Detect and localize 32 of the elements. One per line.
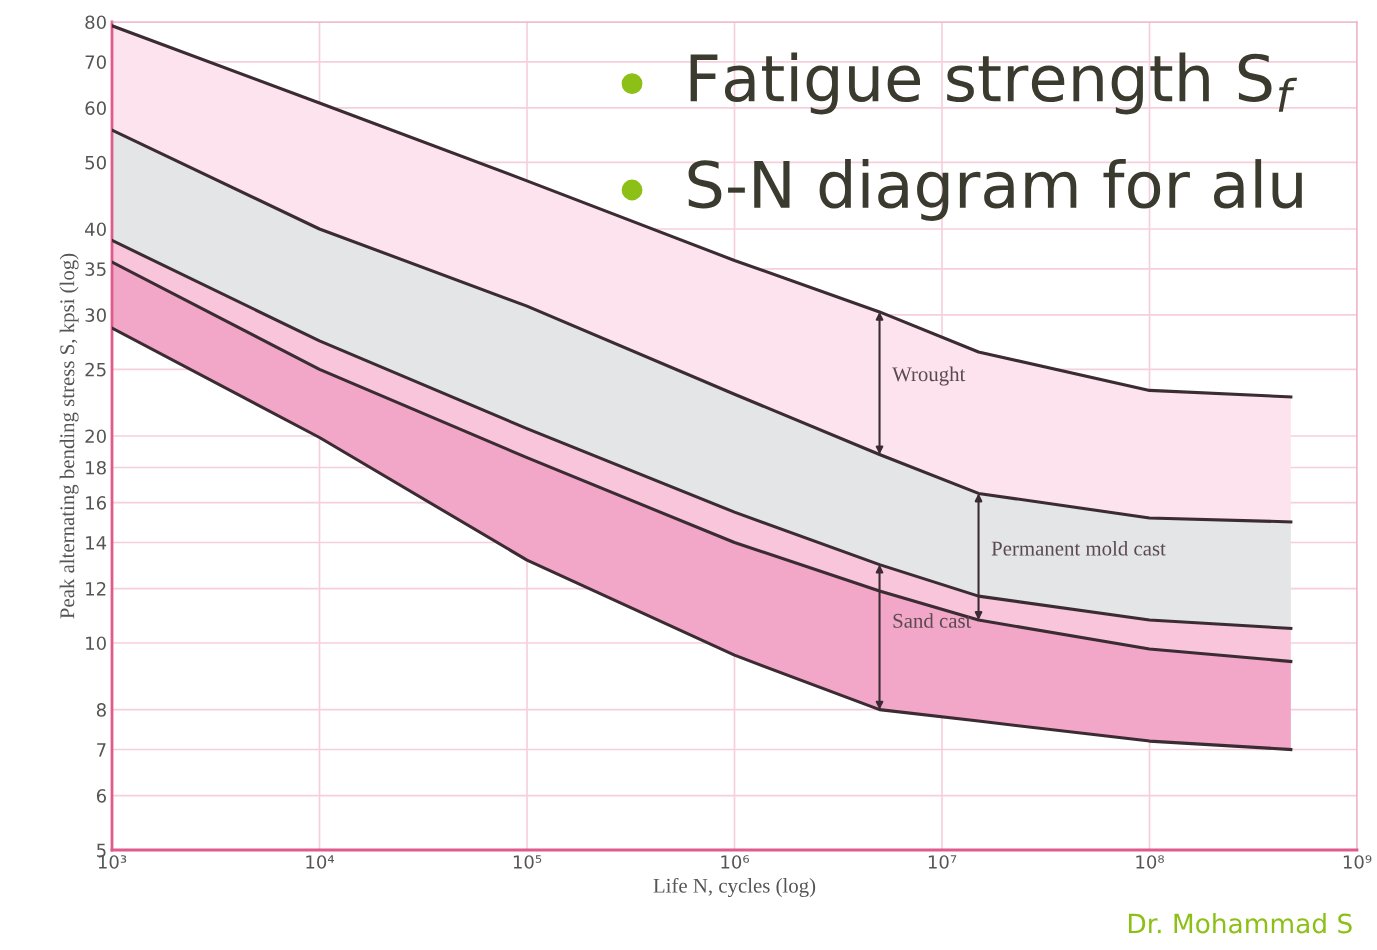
y-tick-label: 18 <box>86 460 106 475</box>
annotation: Permanent mold cast <box>991 540 1166 556</box>
y-tick-label: 20 <box>85 429 106 444</box>
annotation: Wrought <box>892 366 966 386</box>
x-tick-label: 10⁸ <box>1136 855 1164 869</box>
y-tick-label: 40 <box>85 222 106 237</box>
x-tick-label: 10⁵ <box>513 855 542 869</box>
x-axis-title: Life N, cycles (log) <box>653 877 816 898</box>
x-tick-label: 10³ <box>98 855 127 869</box>
y-tick-label: 80 <box>85 15 106 30</box>
x-tick-label: 10⁶ <box>721 855 750 869</box>
y-tick-label: 7 <box>97 743 106 757</box>
y-tick-label: 12 <box>86 582 106 596</box>
y-tick-label: 50 <box>85 155 106 170</box>
y-tick-label: 70 <box>85 55 106 69</box>
annotation: S-N diagram for alu <box>688 159 1302 221</box>
y-tick-label: 8 <box>96 703 106 717</box>
x-tick-label: 10⁴ <box>306 855 335 869</box>
annotation: Sand cast <box>893 613 972 628</box>
text: Dr. Mohammad S <box>1128 913 1352 934</box>
x-tick-label: 10⁷ <box>928 855 957 869</box>
y-tick-label: 16 <box>86 496 106 510</box>
y-tick-label: 6 <box>96 789 106 803</box>
y-tick-label: 10 <box>86 636 106 651</box>
y-tick-label: 30 <box>85 308 106 323</box>
x-tick-label: 10⁹ <box>1343 855 1372 869</box>
y-tick-label: 60 <box>85 101 106 116</box>
y-tick-label: 35 <box>85 262 106 276</box>
y-tick-label: 25 <box>85 362 106 377</box>
annotation: Fatigue strength S$_{f}$ <box>690 52 1298 115</box>
y-tick-label: 14 <box>86 536 107 550</box>
y-axis-title: Peak alternating bending stress S, kpsi (log) <box>59 253 79 619</box>
